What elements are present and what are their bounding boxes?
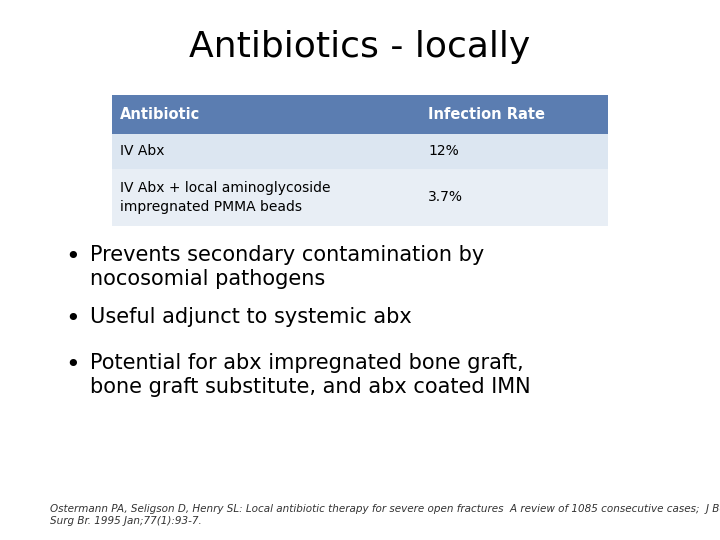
Text: Useful adjunct to systemic abx: Useful adjunct to systemic abx bbox=[90, 307, 412, 327]
Bar bbox=[112, 94, 420, 134]
Text: Ostermann PA, Seligson D, Henry SL: Local antibiotic therapy for severe open fra: Ostermann PA, Seligson D, Henry SL: Loca… bbox=[50, 504, 720, 526]
Text: •: • bbox=[65, 245, 79, 268]
Bar bbox=[420, 94, 608, 134]
Bar bbox=[112, 134, 420, 169]
Text: •: • bbox=[65, 353, 79, 376]
Text: IV Abx + local aminoglycoside
impregnated PMMA beads: IV Abx + local aminoglycoside impregnate… bbox=[120, 181, 330, 213]
Bar bbox=[112, 169, 420, 226]
Text: 3.7%: 3.7% bbox=[428, 191, 463, 204]
Bar bbox=[420, 169, 608, 226]
Text: •: • bbox=[65, 307, 79, 330]
Text: IV Abx: IV Abx bbox=[120, 145, 165, 158]
Text: Antibiotic: Antibiotic bbox=[120, 107, 200, 122]
Text: Potential for abx impregnated bone graft,
bone graft substitute, and abx coated : Potential for abx impregnated bone graft… bbox=[90, 353, 531, 397]
Text: Prevents secondary contamination by
nocosomial pathogens: Prevents secondary contamination by noco… bbox=[90, 245, 485, 289]
Text: Infection Rate: Infection Rate bbox=[428, 107, 545, 122]
Text: 12%: 12% bbox=[428, 145, 459, 158]
Text: Antibiotics - locally: Antibiotics - locally bbox=[189, 30, 531, 64]
Bar bbox=[420, 134, 608, 169]
